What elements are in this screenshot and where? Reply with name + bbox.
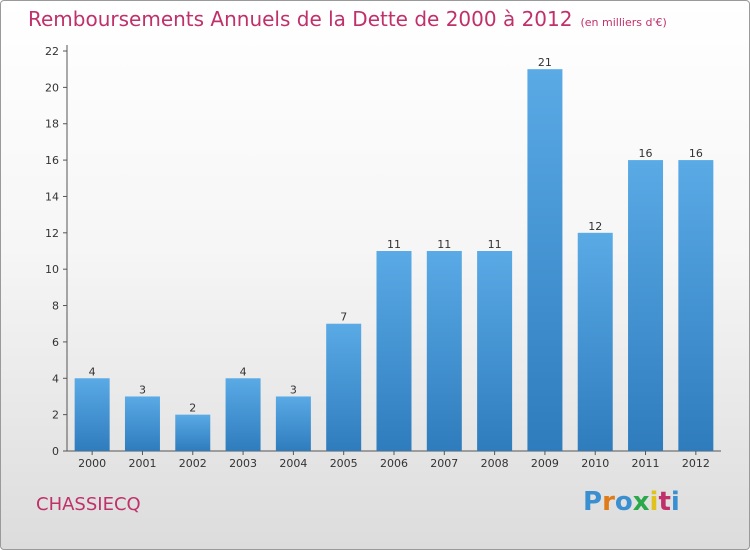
logo-letter: P (583, 487, 603, 517)
x-tick-label: 2008 (481, 457, 509, 470)
bar-2008 (477, 251, 513, 451)
bar-value-label: 11 (437, 238, 451, 251)
y-tick-label: 4 (52, 372, 59, 385)
bar-2006 (376, 251, 412, 451)
bar-2002 (175, 414, 211, 451)
bar-value-label: 12 (588, 220, 602, 233)
x-tick-label: 2005 (330, 457, 358, 470)
bar-2000 (74, 378, 110, 451)
bar-2009 (527, 69, 563, 451)
bar-value-label: 3 (290, 383, 297, 396)
bar-2005 (326, 323, 362, 451)
x-tick-label: 2009 (531, 457, 559, 470)
logo-letter: r (602, 487, 615, 517)
bar-2003 (225, 378, 261, 451)
bar-value-label: 7 (340, 311, 347, 324)
bar-value-label: 11 (488, 238, 502, 251)
x-tick-label: 2011 (632, 457, 660, 470)
chart-title: Remboursements Annuels de la Dette de 20… (28, 7, 667, 31)
y-tick-label: 12 (45, 227, 59, 240)
bar-value-label: 11 (387, 238, 401, 251)
bar-value-label: 21 (538, 56, 552, 69)
y-tick-label: 10 (45, 263, 59, 276)
y-tick-label: 22 (45, 45, 59, 58)
bar-value-label: 4 (240, 365, 247, 378)
x-tick-label: 2006 (380, 457, 408, 470)
y-tick-label: 2 (52, 409, 59, 422)
logo-letter: x (632, 487, 650, 517)
y-tick-label: 16 (45, 154, 59, 167)
bar-2004 (275, 396, 311, 451)
bar-2011 (628, 160, 664, 451)
x-tick-label: 2007 (430, 457, 458, 470)
x-tick-label: 2003 (229, 457, 257, 470)
bar-value-label: 4 (89, 365, 96, 378)
bar-2010 (577, 232, 613, 451)
bar-value-label: 16 (689, 147, 703, 160)
bar-2001 (124, 396, 160, 451)
x-tick-label: 2010 (581, 457, 609, 470)
commune-name: CHASSIECQ (36, 494, 141, 515)
chart-title-text: Remboursements Annuels de la Dette de 20… (28, 7, 573, 31)
bars (74, 69, 714, 451)
x-tick-label: 2012 (682, 457, 710, 470)
x-tick-label: 2004 (279, 457, 307, 470)
x-tick-label: 2002 (179, 457, 207, 470)
y-tick-label: 14 (45, 190, 59, 203)
logo-letter: t (658, 487, 671, 517)
labels: 4 2000 3 2001 2 2002 4 2003 3 2004 7 2005 11 2006 11 20… (78, 56, 710, 470)
logo-letter: o (614, 487, 633, 517)
bar-value-label: 16 (639, 147, 653, 160)
x-tick-label: 2000 (78, 457, 106, 470)
y-tick-label: 6 (52, 336, 59, 349)
x-tick-label: 2001 (128, 457, 156, 470)
logo-letter: i (649, 487, 659, 517)
proxiti-logo[interactable]: Proxiti (583, 487, 680, 517)
bar-2012 (678, 160, 714, 451)
bar-value-label: 2 (189, 402, 196, 415)
logo-letter: i (670, 487, 680, 517)
y-tick-label: 0 (52, 445, 59, 458)
bar-2007 (426, 251, 462, 451)
y-tick-label: 18 (45, 118, 59, 131)
chart-unit-label: (en milliers d'€) (580, 16, 667, 29)
y-tick-label: 20 (45, 81, 59, 94)
bar-value-label: 3 (139, 383, 146, 396)
y-tick-label: 8 (52, 300, 59, 313)
